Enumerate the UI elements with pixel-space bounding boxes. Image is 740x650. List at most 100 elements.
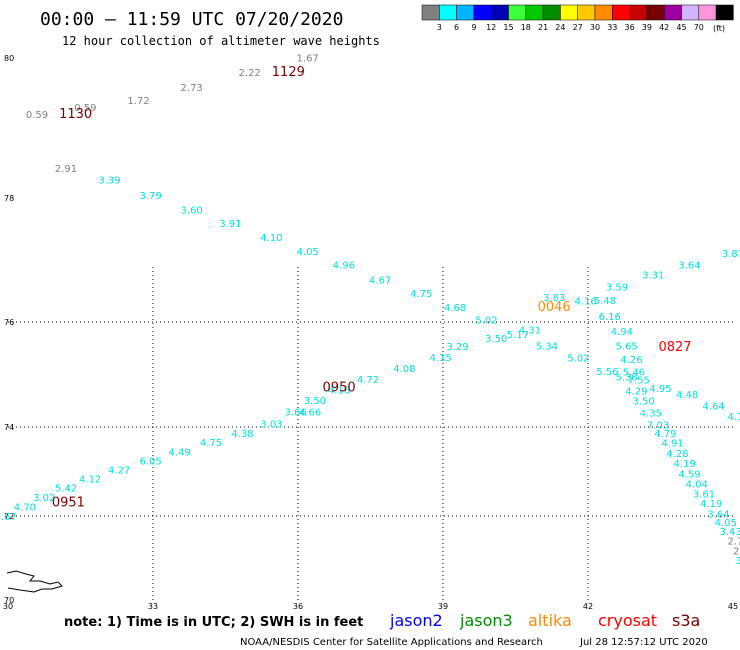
pass-time-label: 0950 [323, 380, 356, 395]
wave-height-value: 3.02 [33, 493, 55, 504]
wave-height-value: 2. [733, 547, 740, 558]
footer-timestamp: Jul 28 12:57:12 UTC 2020 [579, 637, 708, 648]
lat-tick-label: 76 [4, 318, 14, 327]
pass-time-label: 0951 [52, 496, 85, 511]
colorbar-swatch [421, 4, 440, 21]
wave-height-value: 6.16 [599, 312, 621, 323]
colorbar-tick-label: 18 [521, 23, 531, 32]
wave-height-value: 2.91 [55, 164, 77, 175]
wave-height-value: 4.26 [620, 355, 642, 366]
colorbar-tick-label: 45 [676, 23, 686, 32]
lon-tick-label: 39 [438, 602, 448, 611]
pass-time-label: 1129 [272, 65, 305, 80]
colorbar-tick-label: 27 [573, 23, 583, 32]
wave-height-value: 4.95 [649, 384, 671, 395]
wave-height-value: 7.55 [628, 375, 650, 386]
wave-height-value: 3.31 [642, 271, 664, 282]
wave-height-value: 2.22 [239, 68, 261, 79]
wave-height-value: 5.46 [623, 368, 645, 379]
wave-height-value: 4.48 [676, 390, 698, 401]
wave-height-value: 4.35 [640, 409, 662, 420]
wave-height-value: 4.38 [231, 429, 253, 440]
wave-height-value: 3.59 [606, 282, 628, 293]
colorbar-swatch [473, 4, 492, 21]
wave-height-value: 4.64 [703, 402, 725, 413]
wave-height-value: 4.75 [410, 289, 432, 300]
wave-height-value: 4.75 [200, 438, 222, 449]
wave-height-value: 3.39 [98, 175, 120, 186]
colorbar-swatch [715, 4, 734, 21]
colorbar-tick-label: 3 [437, 23, 442, 32]
wave-height-value: 4.94 [611, 327, 633, 338]
wave-height-value: 3. [735, 556, 740, 567]
wave-height-value: 0.59 [26, 110, 48, 121]
lat-lon-grid [8, 266, 733, 600]
wave-height-value: 3.43 [719, 527, 740, 538]
colorbar-swatch [646, 4, 665, 21]
wave-height-value: 1.67 [297, 54, 319, 65]
colorbar-swatch [508, 4, 527, 21]
lat-tick-label: 80 [4, 54, 14, 63]
wave-height-value: 4.19 [674, 459, 696, 470]
wave-height-value: 4.16 [328, 385, 350, 396]
wave-height-value: 4.05 [715, 518, 737, 529]
wave-height-value: 5.65 [616, 341, 638, 352]
satellite-legend-s3a: s3a [672, 611, 700, 630]
colorbar-tick-label: 9 [471, 23, 476, 32]
colorbar-tick-label: 36 [625, 23, 635, 32]
lat-tick-label: 78 [4, 194, 14, 203]
colorbar-tick-label: 24 [555, 23, 565, 32]
wave-height-value: 3.83 [543, 293, 565, 304]
colorbar-tick-label: 21 [538, 23, 548, 32]
footer-credit: NOAA/NESDIS Center for Satellite Applica… [240, 637, 543, 648]
wave-height-value: 4.59 [678, 469, 700, 480]
wave-height-value: 7.03 [647, 420, 669, 431]
coastline-shape [6, 570, 63, 593]
wave-height-value: 1.72 [127, 96, 149, 107]
colorbar-tick-label: 30 [590, 23, 600, 32]
map-title: 00:00 – 11:59 UTC 07/20/2020 [40, 9, 343, 30]
colorbar-swatch [629, 4, 648, 21]
wave-height-value: 5.38 [616, 372, 638, 383]
pass-time-label: 1130 [59, 107, 92, 122]
wave-height-value: 3.87 [722, 249, 740, 260]
lon-tick-label: 45 [728, 602, 738, 611]
satellite-legend-jason3: jason3 [459, 611, 513, 630]
wave-height-value: 4.49 [168, 447, 190, 458]
lat-tick-label: 74 [4, 423, 14, 432]
wave-height-value: 3.50 [304, 396, 326, 407]
wave-height-value: 5.02 [567, 353, 589, 364]
wave-height-value: 2.73 [181, 83, 203, 94]
pass-time-labels: 1130 1129 0950 0951 0046 0827 [52, 65, 692, 510]
pass-time-label: 0046 [538, 300, 571, 315]
colorbar-swatch [456, 4, 475, 21]
satellite-legend: jason2 jason3 altika cryosat s3a [389, 611, 700, 630]
colorbar-swatch [698, 4, 717, 21]
colorbar-tick-label: 39 [642, 23, 652, 32]
lat-tick-label: 72 [4, 512, 14, 521]
wave-height-value: 3.64 [678, 261, 700, 272]
colorbar-swatch [439, 4, 457, 21]
lon-tick-label: 42 [583, 602, 593, 611]
wave-height-value: 4.1 [727, 412, 740, 423]
colorbar-swatch [560, 4, 578, 21]
wave-height-value: 3.50 [485, 334, 507, 345]
wave-height-value: 4.04 [686, 480, 708, 491]
wave-height-value: 5.56 [596, 367, 618, 378]
wave-height-value: 4.68 [444, 303, 466, 314]
wave-height-value: 4.31 [519, 326, 541, 337]
colorbar-tick-label: 12 [486, 23, 496, 32]
colorbar-swatch [542, 4, 561, 21]
wave-height-value: 3.91 [219, 219, 241, 230]
wave-height-value: 3.66 [284, 407, 306, 418]
wave-height-value: 3.79 [139, 191, 161, 202]
pass-time-label: 0827 [658, 340, 691, 355]
colorbar-swatch [663, 4, 682, 21]
wave-height-value: 3.03 [260, 419, 282, 430]
colorbar-tick-label: 42 [659, 23, 669, 32]
wave-height-value: 4.10 [260, 233, 282, 244]
footer-note: note: 1) Time is in UTC; 2) SWH is in fe… [64, 615, 363, 630]
colorbar-tick-label: 70 [694, 23, 704, 32]
wave-height-value: 2.7 [727, 537, 740, 548]
colorbar-swatch [490, 4, 509, 21]
